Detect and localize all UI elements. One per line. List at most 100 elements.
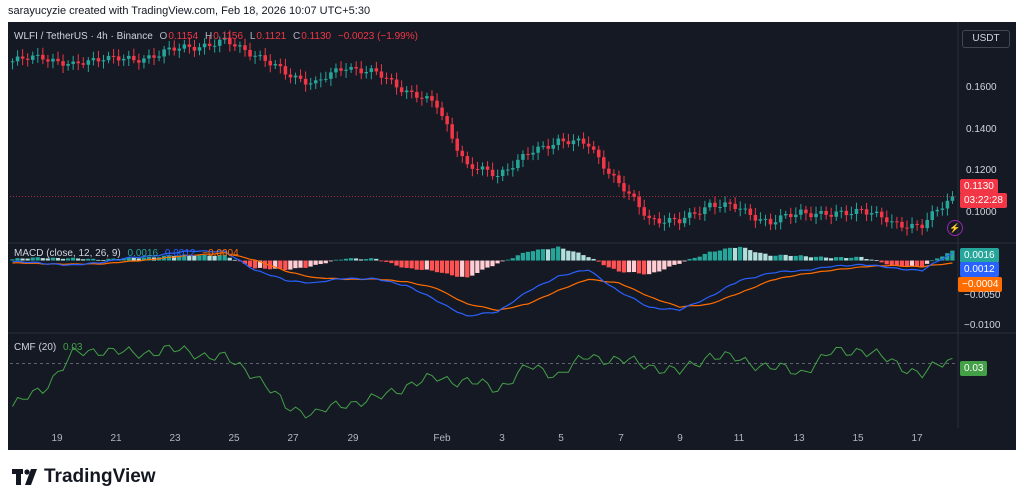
candle-body (56, 58, 60, 62)
candle-body (662, 222, 667, 224)
macd-legend: MACD (close, 12, 26, 9) 0.0016 0.0012 −0… (14, 248, 243, 259)
macd-histogram-bar (581, 255, 586, 261)
candle-body (202, 43, 207, 48)
macd-histogram-bar (384, 260, 389, 262)
macd-histogram-bar (50, 257, 55, 261)
macd-histogram-bar (222, 254, 227, 261)
macd-histogram-bar (743, 247, 748, 261)
cmf-title[interactable]: CMF (20) (14, 342, 57, 353)
macd-histogram-bar (889, 260, 894, 266)
macd-histogram-bar (15, 258, 20, 261)
candle-body (910, 223, 914, 229)
macd-histogram-bar (561, 248, 566, 261)
macd-histogram-bar (611, 260, 616, 269)
time-tick: 13 (793, 433, 805, 444)
candle-body (617, 175, 621, 184)
macd-histogram-bar (192, 255, 197, 261)
candle-body (854, 208, 859, 214)
macd-tick: −0.0050 (964, 290, 1001, 301)
macd-histogram-bar (530, 251, 536, 261)
macd-histogram-bar (813, 256, 819, 261)
macd-histogram-bar (682, 260, 687, 262)
candle-body (404, 90, 409, 93)
macd-histogram-bar (202, 254, 207, 261)
candle-body (692, 212, 697, 214)
macd-hist-value: 0.0016 (127, 248, 159, 259)
chart-area[interactable] (8, 22, 1016, 450)
macd-histogram-bar (535, 249, 541, 261)
macd-histogram-bar (429, 260, 434, 271)
macd-histogram-bar (520, 252, 525, 261)
macd-histogram-bar (298, 260, 303, 268)
macd-histogram-bar (318, 260, 323, 265)
macd-histogram-bar (884, 260, 889, 265)
candle-body (940, 208, 945, 210)
candle-body (445, 116, 449, 125)
candle-body (36, 54, 40, 56)
macd-histogram-bar (166, 255, 172, 261)
macd-histogram-bar (601, 260, 606, 266)
alert-icon[interactable]: ⚡ (947, 220, 963, 236)
candle-body (177, 48, 182, 51)
candle-body (763, 218, 768, 220)
candle-body (890, 221, 894, 223)
macd-histogram-bar (439, 260, 445, 273)
brand[interactable]: TradingView (12, 466, 156, 488)
macd-histogram-bar (369, 258, 374, 261)
macd-histogram-bar (616, 260, 621, 272)
candle-body (874, 211, 879, 214)
macd-histogram-bar (414, 260, 419, 270)
candle-body (293, 75, 298, 78)
candle-body (253, 55, 257, 57)
macd-signal-badge: −0.0004 (958, 277, 1003, 292)
macd-histogram-bar (854, 256, 859, 261)
macd-histogram-bar (288, 260, 293, 270)
candle-body (96, 58, 101, 62)
candle-body (425, 96, 429, 99)
macd-histogram-bar (404, 260, 409, 268)
candle-body (111, 55, 116, 57)
candle-body (799, 209, 803, 215)
time-tick: 21 (110, 433, 122, 444)
macd-histogram-bar (323, 260, 328, 264)
candle-body (359, 68, 363, 74)
macd-histogram-bar (500, 260, 505, 262)
macd-histogram-bar (859, 256, 864, 261)
change-value: −0.0023 (−1.99%) (337, 31, 418, 42)
macd-histogram-bar (343, 258, 349, 261)
macd-histogram-bar (55, 258, 61, 261)
candle-body (647, 215, 652, 219)
candle-body (768, 218, 773, 225)
macd-histogram-bar (338, 259, 344, 261)
macd-histogram-bar (834, 257, 839, 261)
macd-histogram-bar (566, 250, 571, 261)
candle-body (531, 152, 535, 155)
candle-body (829, 214, 833, 217)
candle-body (682, 217, 687, 224)
macd-histogram-bar (121, 258, 126, 261)
macd-histogram-bar (490, 260, 495, 267)
macd-histogram-bar (20, 258, 25, 261)
macd-histogram-bar (96, 259, 101, 261)
macd-histogram-bar (899, 260, 904, 267)
macd-histogram-bar (45, 258, 50, 261)
candle-body (485, 166, 490, 170)
candle-body (748, 208, 753, 215)
macd-tick: −0.0100 (964, 320, 1001, 331)
macd-histogram-bar (717, 250, 723, 261)
symbol-title[interactable]: WLFI / TetherUS · 4h · Binance (14, 31, 153, 42)
macd-histogram-bar (247, 260, 253, 267)
candle-body (495, 175, 500, 177)
time-tick: 25 (228, 433, 240, 444)
currency-button[interactable]: USDT (962, 30, 1010, 48)
price-tick: 0.1000 (966, 207, 997, 218)
candle-body (187, 44, 192, 47)
macd-title[interactable]: MACD (close, 12, 26, 9) (14, 248, 121, 259)
macd-histogram-bar (131, 257, 136, 261)
macd-histogram-bar (232, 259, 237, 261)
price-tick: 0.1200 (966, 165, 997, 176)
candle-body (551, 144, 556, 149)
candle-body (182, 44, 187, 49)
candle-body (132, 55, 136, 61)
